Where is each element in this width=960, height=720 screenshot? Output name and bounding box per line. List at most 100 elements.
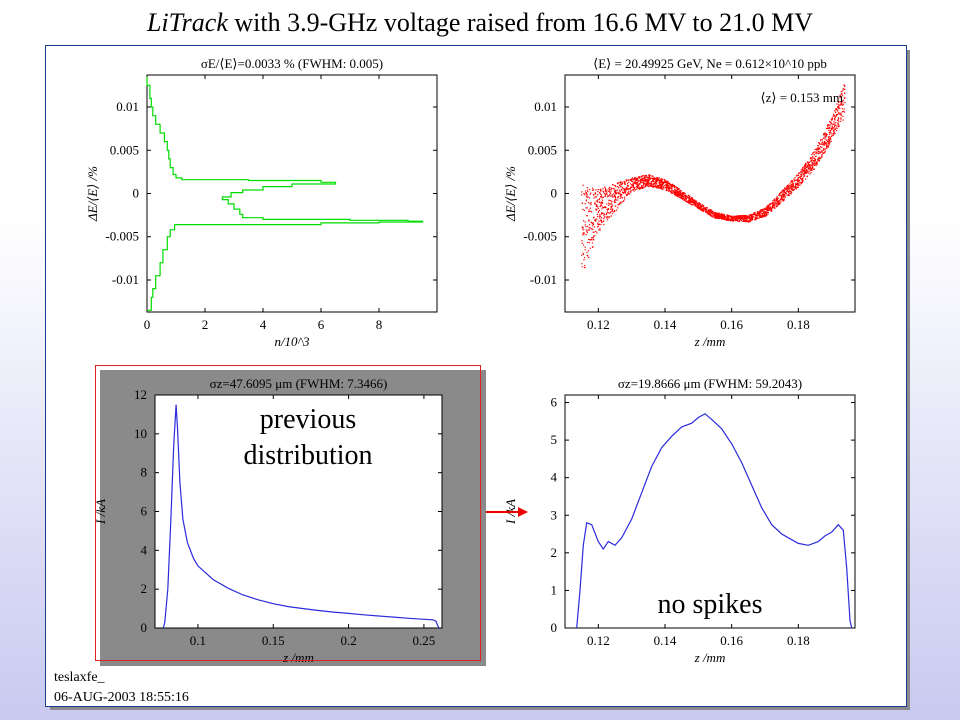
slide-title: LiTrack with 3.9-GHz voltage raised from…	[0, 8, 960, 38]
scatter-point	[840, 113, 842, 115]
phase-space-scatter-points	[581, 84, 846, 269]
scatter-point	[801, 179, 803, 181]
scatter-point	[761, 209, 763, 211]
scatter-point	[762, 215, 764, 217]
scatter-point	[620, 185, 622, 187]
scatter-point	[827, 141, 829, 143]
scatter-point	[665, 186, 667, 189]
scatter-point	[730, 219, 732, 221]
scatter-point	[598, 220, 600, 222]
scatter-point	[595, 203, 597, 205]
scatter-point	[673, 187, 675, 189]
scatter-point	[717, 215, 719, 218]
scatter-point	[767, 209, 770, 211]
scatter-point	[817, 142, 820, 144]
scatter-point	[743, 219, 745, 222]
scatter-point	[611, 205, 613, 207]
scatter-point	[833, 123, 835, 125]
scatter-point	[844, 88, 846, 90]
scatter-point	[762, 211, 764, 213]
scatter-point	[830, 127, 832, 130]
scatter-point	[744, 219, 746, 221]
scatter-point	[651, 183, 653, 185]
scatter-point	[685, 198, 687, 200]
scatter-point	[640, 180, 642, 182]
scatter-point	[785, 188, 787, 190]
scatter-point	[784, 189, 786, 191]
scatter-point	[822, 152, 825, 154]
scatter-point	[677, 195, 679, 197]
scatter-point	[809, 173, 811, 175]
scatter-point	[588, 210, 590, 213]
scatter-point	[583, 220, 585, 222]
scatter-point	[634, 176, 636, 179]
energy-histogram-xtick-label: 2	[202, 317, 209, 332]
scatter-point	[830, 138, 832, 140]
scatter-point	[592, 246, 594, 248]
scatter-point	[728, 218, 730, 220]
scatter-point	[827, 145, 830, 147]
scatter-point	[828, 138, 830, 140]
scatter-point	[584, 190, 587, 192]
scatter-point	[750, 219, 752, 221]
scatter-point	[821, 156, 823, 158]
scatter-point	[733, 217, 735, 219]
scatter-point	[826, 127, 828, 130]
scatter-point	[594, 235, 596, 237]
previous-current-ytick-label: 0	[141, 620, 148, 635]
scatter-point	[626, 179, 628, 181]
scatter-point	[619, 202, 621, 204]
scatter-point	[804, 164, 806, 167]
scatter-point	[743, 220, 745, 222]
scatter-point	[606, 191, 608, 193]
annotation-distribution: distribution	[243, 440, 373, 471]
scatter-point	[801, 170, 803, 172]
scatter-point	[795, 183, 797, 186]
scatter-point	[670, 184, 672, 186]
scatter-point	[722, 216, 724, 218]
scatter-point	[642, 179, 644, 182]
scatter-point	[662, 182, 664, 184]
scatter-point	[820, 157, 822, 159]
scatter-point	[683, 191, 685, 194]
scatter-point	[748, 219, 750, 222]
scatter-point	[802, 177, 804, 179]
scatter-point	[693, 202, 695, 204]
scatter-point	[839, 97, 841, 99]
scatter-point	[763, 211, 765, 213]
scatter-point	[695, 202, 697, 204]
scatter-point	[775, 197, 777, 199]
scatter-point	[843, 88, 845, 90]
scatter-point	[668, 187, 670, 189]
scatter-point	[780, 191, 782, 193]
scatter-point	[842, 115, 844, 117]
scatter-point	[624, 192, 626, 194]
scatter-point	[647, 178, 649, 180]
scatter-point	[640, 179, 642, 182]
scatter-point	[622, 188, 624, 190]
scatter-point	[658, 182, 661, 184]
scatter-point	[597, 215, 599, 218]
new-current-ytick-label: 1	[551, 582, 558, 597]
scatter-point	[770, 209, 772, 212]
scatter-point	[623, 189, 625, 191]
scatter-point	[592, 231, 594, 233]
scatter-point	[819, 147, 821, 149]
scatter-point	[717, 212, 719, 214]
scatter-point	[663, 183, 665, 185]
scatter-point	[812, 168, 815, 170]
scatter-point	[767, 205, 769, 207]
scatter-point	[592, 193, 595, 196]
scatter-point	[840, 114, 842, 116]
scatter-point	[684, 197, 686, 199]
scatter-point	[660, 178, 662, 181]
scatter-point	[584, 267, 586, 269]
scatter-point	[639, 178, 641, 180]
scatter-point	[600, 220, 602, 222]
scatter-point	[682, 193, 684, 195]
scatter-point	[722, 214, 724, 216]
scatter-point	[806, 175, 809, 177]
scatter-point	[633, 190, 635, 192]
scatter-point	[641, 181, 643, 184]
scatter-point	[619, 203, 621, 205]
